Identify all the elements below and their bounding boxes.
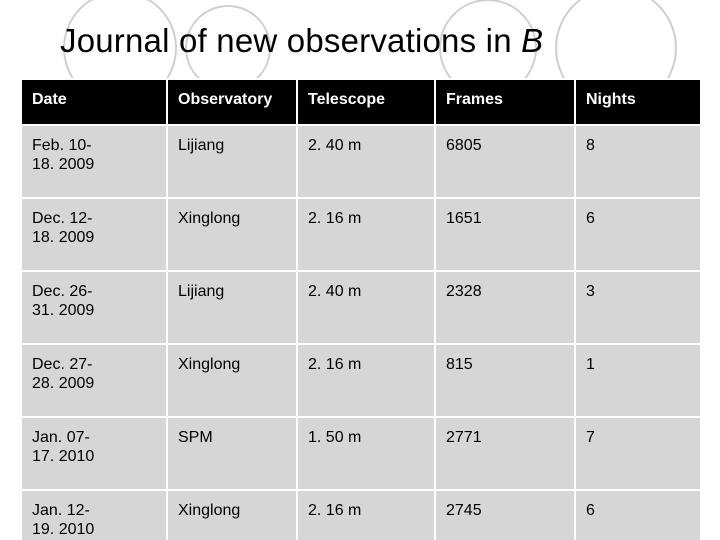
table-cell: 7 [575, 417, 701, 490]
table-cell: 1. 50 m [297, 417, 435, 490]
table-row: Dec. 12-18. 2009Xinglong2. 16 m16516 [21, 198, 701, 271]
table-cell: Xinglong [167, 198, 297, 271]
table-cell: 1 [575, 344, 701, 417]
table-cell: Dec. 12-18. 2009 [21, 198, 167, 271]
table-cell: Jan. 07-17. 2010 [21, 417, 167, 490]
table-cell: Lijiang [167, 271, 297, 344]
table-head: Date Observatory Telescope Frames Nights [21, 79, 701, 125]
title-text: Journal of new observations in [60, 22, 521, 59]
col-date: Date [21, 79, 167, 125]
table-cell: Xinglong [167, 344, 297, 417]
table-cell: 2. 40 m [297, 271, 435, 344]
title-band: B [521, 22, 543, 59]
page-title: Journal of new observations in B [60, 22, 700, 60]
table-cell: 6 [575, 490, 701, 540]
table-cell: Dec. 27-28. 2009 [21, 344, 167, 417]
table-cell: 2771 [435, 417, 575, 490]
table-cell: Feb. 10-18. 2009 [21, 125, 167, 198]
table-cell: 2328 [435, 271, 575, 344]
table-cell: 815 [435, 344, 575, 417]
table-body: Feb. 10-18. 2009Lijiang2. 40 m68058Dec. … [21, 125, 701, 540]
table-cell: 3 [575, 271, 701, 344]
observations-table: Date Observatory Telescope Frames Nights… [20, 78, 702, 540]
table-row: Dec. 26-31. 2009Lijiang2. 40 m23283 [21, 271, 701, 344]
slide: Journal of new observations in B Date Ob… [0, 0, 720, 540]
table-row: Jan. 07-17. 2010SPM1. 50 m27717 [21, 417, 701, 490]
table-cell: 2745 [435, 490, 575, 540]
table-cell: 2. 16 m [297, 490, 435, 540]
table-cell: 6 [575, 198, 701, 271]
col-nights: Nights [575, 79, 701, 125]
table-row: Dec. 27-28. 2009Xinglong2. 16 m8151 [21, 344, 701, 417]
table-cell: Jan. 12-19. 2010 [21, 490, 167, 540]
table-cell: 6805 [435, 125, 575, 198]
table-row: Jan. 12-19. 2010Xinglong2. 16 m27456 [21, 490, 701, 540]
table-row: Feb. 10-18. 2009Lijiang2. 40 m68058 [21, 125, 701, 198]
table-cell: Dec. 26-31. 2009 [21, 271, 167, 344]
table-cell: Xinglong [167, 490, 297, 540]
table-cell: Lijiang [167, 125, 297, 198]
table-cell: 2. 16 m [297, 198, 435, 271]
col-telescope: Telescope [297, 79, 435, 125]
table-cell: 1651 [435, 198, 575, 271]
table-cell: SPM [167, 417, 297, 490]
table-cell: 2. 40 m [297, 125, 435, 198]
table-cell: 8 [575, 125, 701, 198]
table-cell: 2. 16 m [297, 344, 435, 417]
col-observatory: Observatory [167, 79, 297, 125]
col-frames: Frames [435, 79, 575, 125]
